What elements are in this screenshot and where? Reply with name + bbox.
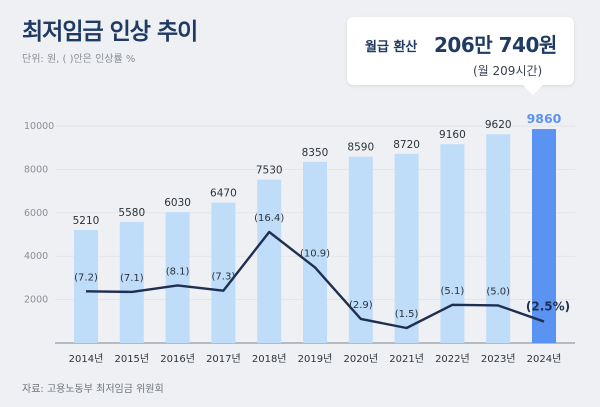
rate-label: (5.1) [441,286,465,297]
monthly-wage-callout: 월급 환산 206만 740원 (월 209시간) [347,17,574,95]
bar [394,153,419,343]
rate-label: (2.5%) [526,300,570,314]
bar [74,229,98,343]
y-tick-label: 6000 [24,208,48,219]
bar-value-label: 8350 [302,147,329,159]
y-tick-label: 8000 [24,164,48,175]
bar [532,129,556,343]
y-tick-label: 2000 [24,295,48,306]
rate-label: (10.9) [300,248,330,259]
x-tick-label: 2016년 [160,353,195,365]
callout-label: 월급 환산 [365,40,418,55]
x-tick-label: 2021년 [389,353,424,365]
rate-label: (16.4) [254,213,284,224]
bar [257,179,282,343]
bar [211,202,236,343]
x-tick-label: 2017년 [206,353,241,365]
bar-value-label: 8590 [347,142,374,154]
bar [165,212,190,343]
y-tick-label: 4000 [24,251,48,262]
bar-value-label: 9860 [527,111,562,126]
callout-hours: (월 209시간) [473,64,543,78]
rate-label: (1.5) [395,309,419,320]
y-tick-label: 10000 [24,121,54,132]
callout-amount: 206만 740원 [434,33,557,57]
x-tick-label: 2014년 [69,353,104,365]
bar-value-label: 6470 [210,188,237,200]
x-tick-label: 2015년 [114,353,149,365]
rate-label: (5.0) [486,286,510,297]
x-tick-label: 2019년 [298,353,333,365]
x-tick-label: 2023년 [481,353,516,365]
bar-value-label: 9620 [485,119,512,131]
x-tick-label: 2022년 [435,353,470,365]
bar-value-label: 6030 [164,197,191,209]
bar [348,156,373,343]
bar-value-label: 5210 [73,215,100,227]
source-note: 자료: 고용노동부 최저임금 위원회 [22,384,164,395]
rate-label: (2.9) [349,300,373,311]
x-tick-label: 2020년 [343,353,378,365]
x-tick-label: 2024년 [527,353,562,365]
rate-label: (7.2) [74,272,98,283]
bar-value-label: 8720 [393,139,420,151]
x-tick-label: 2018년 [252,353,287,365]
rate-line [85,230,545,330]
rate-label: (8.1) [166,266,190,277]
chart-title: 최저임금 인상 추이 [22,19,198,45]
bar-value-label: 5580 [118,207,145,219]
bar-value-label: 7530 [256,165,283,177]
bar [303,161,327,343]
bar [119,221,144,343]
rate-label: (7.3) [212,272,236,283]
bar [486,134,511,343]
bar [440,144,465,343]
rate-label: (7.1) [120,273,144,284]
bar-value-label: 9160 [439,129,466,141]
unit-note: 단위: 원, ( )안은 인상률 % [22,54,136,65]
